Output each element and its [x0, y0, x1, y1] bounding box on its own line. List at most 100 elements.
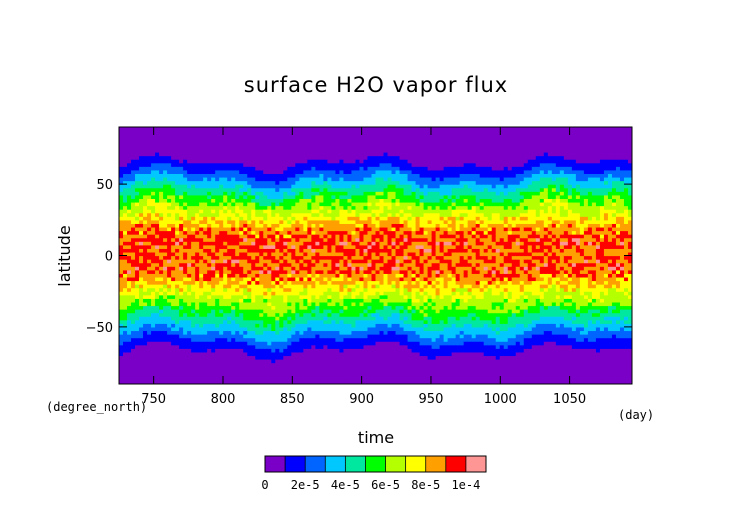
contour-cell	[183, 134, 188, 139]
contour-cell	[351, 351, 357, 357]
contour-cell	[151, 291, 156, 296]
contour-cell	[279, 162, 284, 167]
contour-cell	[391, 301, 397, 307]
contour-cell	[143, 284, 148, 289]
contour-cell	[267, 226, 272, 232]
contour-cell	[339, 380, 345, 384]
contour-cell	[251, 298, 256, 303]
contour-cell	[155, 194, 160, 199]
contour-cell	[203, 362, 208, 367]
contour-cell	[203, 144, 208, 150]
contour-cell	[155, 273, 160, 278]
contour-cell	[231, 127, 236, 132]
contour-cell	[371, 280, 377, 285]
contour-cell	[363, 219, 369, 224]
contour-cell	[391, 209, 397, 214]
contour-cell	[299, 219, 304, 224]
contour-cell	[179, 194, 184, 199]
contour-cell	[371, 330, 377, 335]
contour-cell	[359, 184, 365, 189]
contour-cell	[195, 326, 200, 332]
contour-cell	[375, 309, 381, 314]
contour-cell	[235, 351, 240, 357]
contour-cell	[247, 162, 252, 167]
contour-cell	[343, 241, 349, 246]
contour-cell	[359, 176, 365, 182]
contour-cell	[371, 273, 377, 278]
contour-cell	[179, 230, 184, 235]
contour-cell	[275, 144, 280, 150]
contour-cell	[379, 255, 385, 260]
contour-cell	[283, 273, 288, 278]
contour-cell	[379, 151, 385, 157]
contour-cell	[271, 298, 276, 303]
contour-cell	[227, 319, 232, 324]
contour-cell	[355, 219, 361, 224]
contour-cell	[315, 155, 320, 160]
contour-cell	[339, 305, 345, 310]
contour-cell	[315, 127, 320, 132]
contour-cell	[135, 151, 140, 157]
contour-cell	[207, 269, 212, 274]
contour-cell	[203, 348, 208, 353]
contour-cell	[223, 191, 228, 196]
contour-cell	[303, 237, 308, 242]
contour-cell	[119, 334, 124, 339]
contour-cell	[311, 148, 316, 153]
contour-cell	[339, 284, 345, 289]
contour-cell	[303, 248, 308, 253]
contour-cell	[367, 191, 373, 196]
contour-cell	[191, 184, 196, 189]
contour-cell	[179, 359, 184, 364]
contour-cell	[271, 266, 276, 271]
contour-cell	[223, 159, 228, 164]
contour-cell	[271, 330, 276, 335]
contour-cell	[263, 262, 268, 267]
contour-cell	[239, 376, 244, 382]
contour-cell	[311, 141, 316, 146]
contour-cell	[123, 337, 128, 342]
contour-cell	[351, 148, 357, 153]
contour-cell	[231, 359, 236, 364]
contour-cell	[211, 269, 216, 274]
contour-cell	[211, 369, 216, 374]
contour-cell	[183, 291, 188, 296]
contour-cell	[187, 262, 192, 267]
contour-cell	[387, 176, 393, 182]
contour-cell	[179, 269, 184, 274]
contour-cell	[359, 255, 365, 260]
contour-cell	[223, 341, 228, 346]
contour-cell	[235, 137, 240, 142]
contour-cell	[211, 184, 216, 189]
contour-cell	[323, 248, 329, 253]
contour-cell	[179, 141, 184, 146]
contour-cell	[291, 226, 296, 232]
contour-cell	[235, 273, 240, 278]
contour-cell	[195, 294, 200, 299]
contour-cell	[331, 262, 337, 267]
contour-cell	[251, 366, 256, 371]
contour-cell	[279, 209, 284, 214]
contour-cell	[155, 255, 160, 260]
contour-cell	[391, 287, 397, 292]
contour-cell	[387, 212, 393, 217]
contour-cell	[151, 209, 156, 214]
contour-cell	[199, 266, 204, 271]
contour-cell	[351, 219, 357, 224]
contour-cell	[127, 216, 132, 221]
contour-cell	[379, 244, 385, 249]
contour-cell	[207, 219, 212, 224]
contour-cell	[267, 373, 272, 378]
contour-cell	[243, 151, 248, 157]
contour-cell	[143, 148, 148, 153]
contour-cell	[279, 337, 284, 342]
contour-cell	[351, 180, 357, 185]
contour-cell	[335, 280, 341, 285]
contour-cell	[151, 166, 156, 171]
contour-cell	[239, 237, 244, 242]
contour-cell	[387, 380, 393, 384]
contour-cell	[123, 216, 128, 221]
contour-cell	[119, 262, 124, 267]
contour-cell	[267, 141, 272, 146]
contour-cell	[275, 212, 280, 217]
